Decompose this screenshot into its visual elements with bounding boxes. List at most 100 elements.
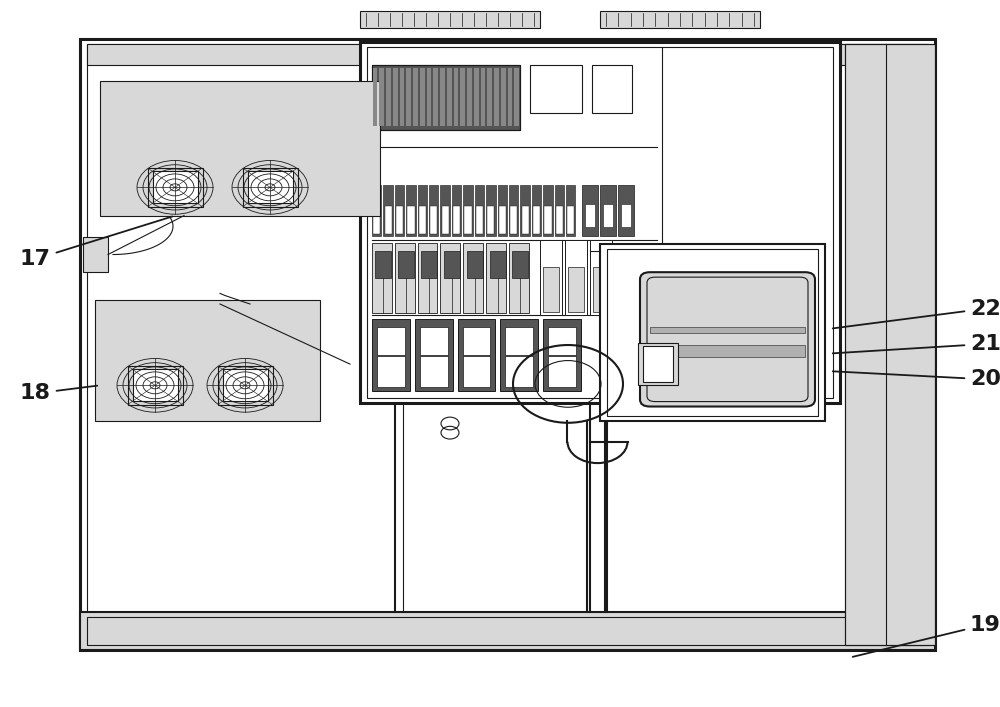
- Bar: [386, 68, 391, 127]
- Bar: [95, 300, 320, 421]
- Bar: [665, 119, 830, 127]
- Bar: [421, 251, 437, 278]
- Bar: [585, 204, 595, 227]
- Bar: [440, 243, 460, 312]
- Bar: [420, 356, 448, 387]
- Text: 21: 21: [833, 334, 1000, 354]
- Bar: [152, 171, 198, 204]
- Bar: [665, 293, 830, 300]
- Bar: [665, 128, 830, 136]
- Bar: [881, 46, 884, 643]
- Bar: [440, 68, 445, 127]
- Bar: [530, 64, 582, 112]
- Bar: [909, 46, 912, 643]
- Bar: [406, 185, 416, 236]
- Bar: [638, 343, 678, 385]
- Bar: [533, 206, 540, 234]
- Bar: [665, 310, 830, 318]
- Bar: [395, 185, 404, 236]
- Bar: [454, 68, 458, 127]
- Bar: [548, 327, 576, 355]
- Bar: [896, 46, 899, 643]
- Bar: [665, 59, 830, 67]
- Bar: [458, 319, 495, 391]
- Bar: [665, 67, 830, 76]
- Bar: [665, 163, 830, 170]
- Bar: [463, 356, 490, 387]
- Bar: [377, 356, 405, 387]
- Bar: [100, 81, 380, 216]
- Bar: [372, 64, 520, 130]
- Bar: [873, 46, 876, 643]
- Bar: [440, 185, 450, 236]
- Bar: [665, 267, 830, 274]
- Bar: [863, 46, 866, 643]
- Bar: [406, 68, 411, 127]
- Bar: [650, 346, 805, 358]
- Bar: [218, 366, 272, 404]
- Text: 17: 17: [20, 216, 172, 269]
- Bar: [463, 327, 490, 355]
- Bar: [899, 46, 902, 643]
- Bar: [868, 46, 871, 643]
- Bar: [520, 185, 530, 236]
- Bar: [420, 327, 448, 355]
- Bar: [463, 185, 473, 236]
- Bar: [902, 46, 904, 643]
- Bar: [555, 185, 564, 236]
- Bar: [548, 356, 576, 387]
- Bar: [476, 206, 483, 234]
- Bar: [884, 46, 886, 643]
- Bar: [917, 46, 920, 643]
- Bar: [845, 46, 848, 643]
- Bar: [501, 68, 506, 127]
- Bar: [467, 68, 472, 127]
- Bar: [475, 185, 484, 236]
- Bar: [665, 354, 830, 361]
- Bar: [460, 68, 465, 127]
- Bar: [665, 154, 830, 162]
- Bar: [487, 206, 494, 234]
- Bar: [396, 206, 403, 234]
- Bar: [665, 301, 830, 310]
- Bar: [665, 111, 830, 119]
- Bar: [393, 68, 398, 127]
- Bar: [593, 267, 609, 312]
- Bar: [860, 46, 863, 643]
- Bar: [222, 369, 268, 402]
- Bar: [876, 46, 878, 643]
- Bar: [400, 68, 404, 127]
- Bar: [665, 189, 830, 197]
- Bar: [540, 240, 562, 315]
- Bar: [912, 46, 914, 643]
- Bar: [128, 366, 182, 404]
- Bar: [372, 319, 410, 391]
- Bar: [509, 185, 518, 236]
- Bar: [508, 68, 512, 127]
- Bar: [486, 185, 496, 236]
- Bar: [377, 327, 405, 355]
- Bar: [442, 206, 449, 234]
- Bar: [514, 68, 519, 127]
- Bar: [383, 185, 393, 236]
- Bar: [505, 327, 533, 355]
- Bar: [487, 68, 492, 127]
- Bar: [565, 240, 587, 315]
- Bar: [444, 251, 460, 278]
- Bar: [360, 11, 540, 28]
- Bar: [433, 68, 438, 127]
- Bar: [930, 46, 932, 643]
- Bar: [665, 215, 830, 223]
- Bar: [665, 223, 830, 231]
- Bar: [600, 244, 825, 421]
- Bar: [429, 185, 438, 236]
- Bar: [385, 206, 392, 234]
- Bar: [853, 46, 855, 643]
- Bar: [567, 206, 574, 234]
- Bar: [886, 46, 889, 643]
- Bar: [665, 327, 830, 335]
- Bar: [248, 171, 293, 204]
- Bar: [373, 206, 380, 234]
- Bar: [379, 68, 384, 127]
- Bar: [87, 44, 928, 645]
